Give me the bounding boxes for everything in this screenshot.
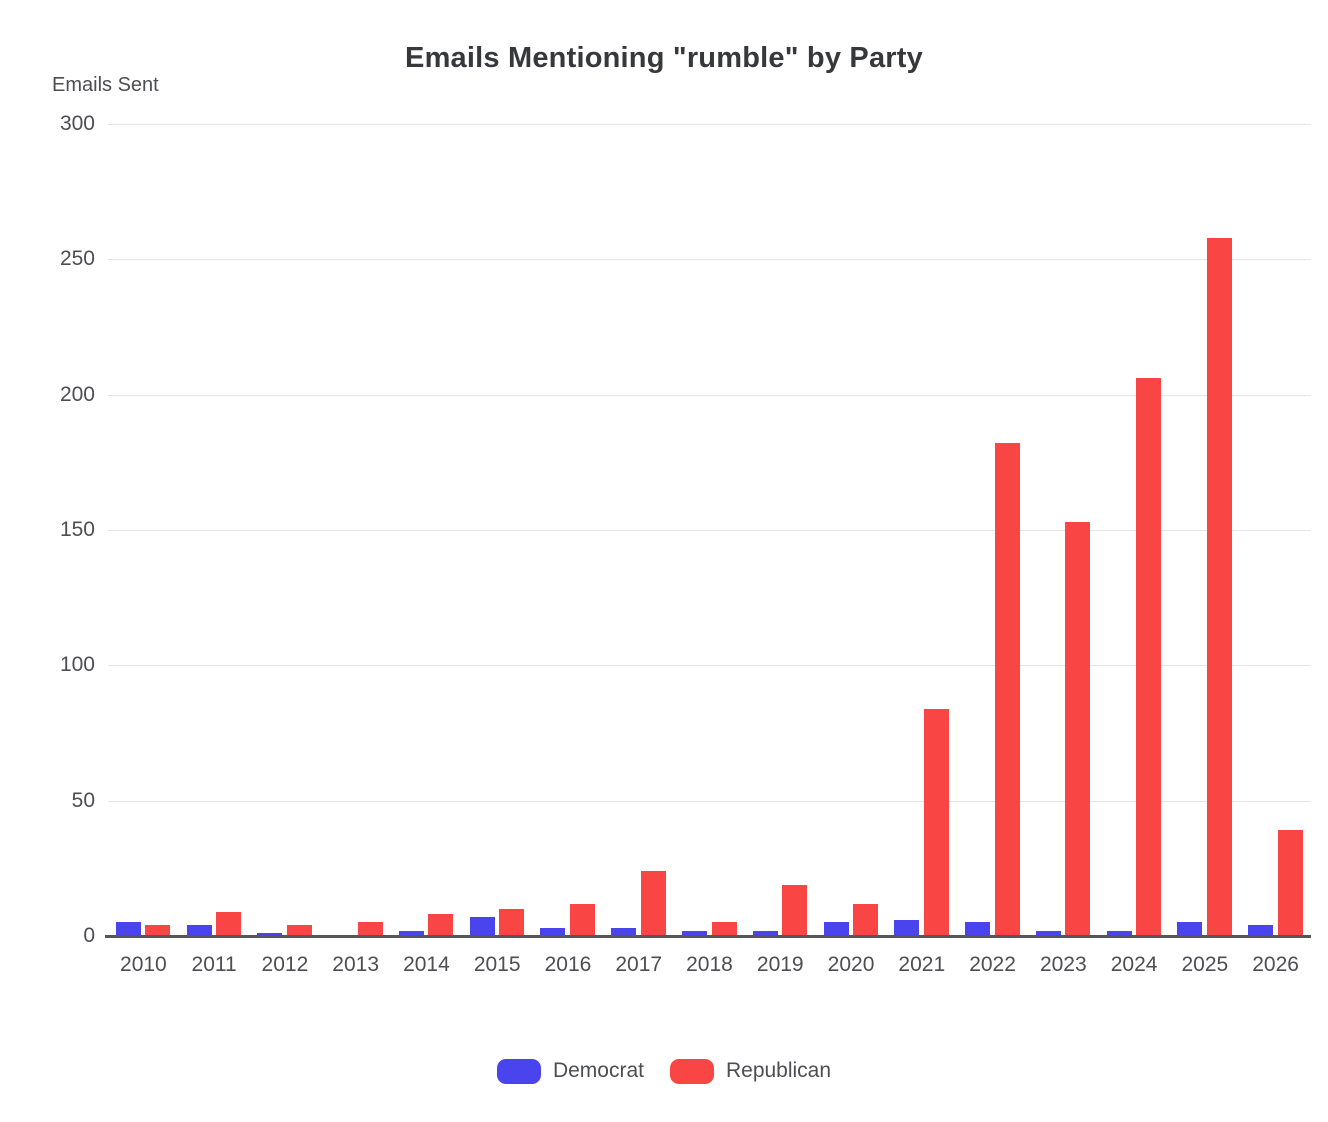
bar-republican-2025 (1206, 237, 1232, 936)
bar-republican-2013 (357, 922, 383, 936)
y-tick-label-250: 250 (59, 247, 95, 271)
x-tick-label-2019: 2019 (756, 953, 804, 976)
democrat-swatch-icon (496, 1058, 541, 1084)
bar-republican-2012 (286, 925, 312, 936)
x-axis-ticks: 2010 2011 2012 2013 2014 2015 2016 2017 2018 2019… (108, 952, 1311, 978)
bar-republican-2014 (428, 914, 454, 936)
bar-republican-2017 (640, 871, 666, 936)
gridline-150 (108, 530, 1311, 531)
bar-democrat-2018 (682, 930, 707, 936)
x-tick-label-2023: 2023 (1039, 953, 1087, 976)
legend-item-republican[interactable]: Republican (669, 1058, 832, 1084)
bar-democrat-2020 (823, 922, 849, 936)
plot-area: 0 50 100 150 200 250 300 (60, 112, 1311, 947)
y-tick-label-100: 100 (59, 653, 95, 677)
bar-republican-2015 (499, 908, 525, 936)
legend-label-democrat: Democrat (552, 1059, 644, 1082)
x-tick-label-2010: 2010 (120, 953, 167, 976)
x-tick-label-2024: 2024 (1110, 953, 1158, 976)
x-tick-label-2016: 2016 (544, 953, 592, 976)
bar-democrat-2012 (257, 933, 283, 936)
gridline-300 (108, 124, 1311, 125)
y-tick-label-200: 200 (59, 382, 95, 406)
bar-democrat-2019 (752, 930, 778, 936)
gridline-50 (108, 800, 1311, 802)
y-tick-label-0: 0 (83, 924, 95, 947)
bar-democrat-2026 (1248, 925, 1274, 936)
x-tick-label-2020: 2020 (827, 953, 875, 976)
bar-republican-2022 (994, 443, 1020, 936)
x-tick-label-2025: 2025 (1181, 953, 1229, 976)
x-tick-label-2013: 2013 (332, 953, 380, 976)
legend-item-democrat[interactable]: Democrat (496, 1058, 644, 1084)
bar-democrat-2022 (965, 922, 991, 936)
republican-swatch-icon (669, 1058, 714, 1084)
gridline-200 (108, 394, 1311, 396)
x-tick-label-2021: 2021 (898, 953, 946, 976)
bar-republican-2021 (923, 708, 949, 936)
bar-democrat-2025 (1177, 922, 1203, 936)
x-tick-label-2018: 2018 (686, 953, 733, 976)
bar-democrat-2017 (611, 927, 637, 936)
bar-democrat-2010 (115, 922, 141, 936)
legend: Democrat Republican (0, 1056, 1328, 1086)
y-tick-label-300: 300 (59, 112, 95, 135)
bar-democrat-2024 (1106, 930, 1132, 936)
y-axis-title: Emails Sent (52, 74, 159, 96)
legend-label-republican: Republican (725, 1059, 832, 1082)
x-tick-label-2012: 2012 (261, 953, 309, 976)
bar-republican-2019 (782, 884, 808, 936)
y-tick-label-50: 50 (71, 788, 95, 812)
bar-democrat-2023 (1035, 930, 1061, 936)
bar-republican-2024 (1136, 378, 1162, 936)
x-tick-label-2026: 2026 (1252, 953, 1299, 976)
x-tick-label-2011: 2011 (191, 953, 237, 976)
bar-republican-2016 (569, 903, 595, 936)
x-tick-label-2015: 2015 (473, 953, 521, 976)
bar-republican-2018 (711, 922, 737, 936)
bar-democrat-2011 (186, 925, 212, 936)
x-tick-label-2022: 2022 (969, 953, 1016, 976)
x-axis-line (105, 935, 1311, 938)
bar-republican-2026 (1277, 830, 1303, 936)
bar-democrat-2016 (540, 927, 566, 936)
gridline-100 (108, 665, 1311, 667)
bar-democrat-2015 (469, 917, 495, 936)
bar-republican-2011 (216, 911, 242, 936)
bar-democrat-2014 (398, 930, 424, 936)
x-tick-label-2017: 2017 (615, 953, 663, 976)
bar-republican-2010 (145, 925, 171, 936)
chart-title: Emails Mentioning "rumble" by Party (405, 42, 923, 74)
bar-republican-2020 (853, 903, 879, 936)
x-tick-label-2014: 2014 (403, 953, 450, 976)
gridline-250 (108, 259, 1311, 261)
bar-democrat-2021 (894, 919, 920, 936)
y-tick-label-150: 150 (59, 518, 95, 541)
bar-republican-2023 (1065, 521, 1091, 936)
